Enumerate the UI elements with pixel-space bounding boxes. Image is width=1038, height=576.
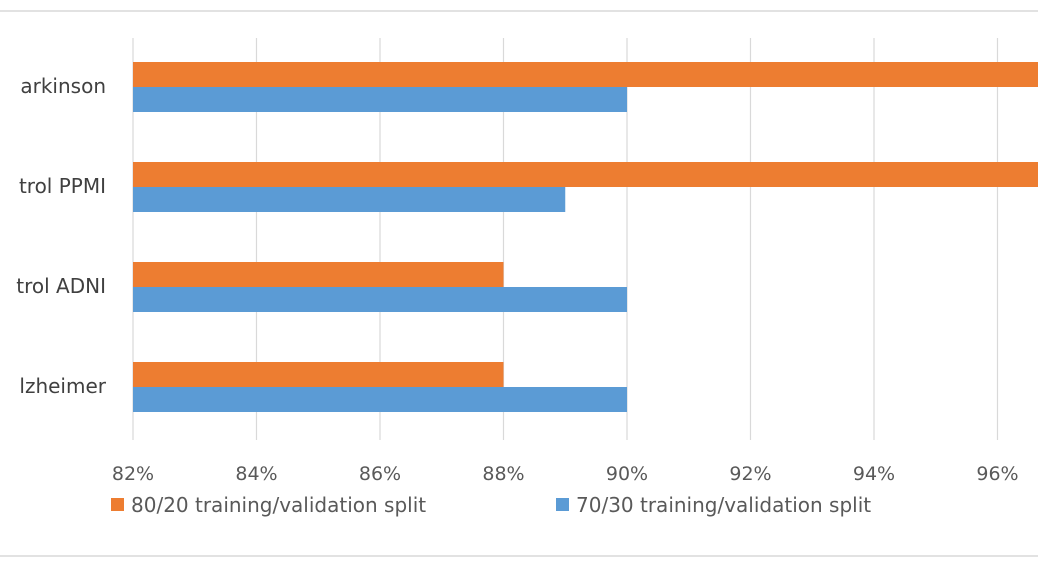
category-label: trol ADNI bbox=[16, 274, 106, 298]
category-label: lzheimer bbox=[19, 374, 106, 398]
category-labels: arkinson trol PPMI trol ADNI lzheimer bbox=[16, 74, 106, 398]
x-tick-label: 84% bbox=[235, 463, 277, 485]
bar-series2 bbox=[133, 187, 566, 212]
x-tick-label: 94% bbox=[853, 463, 895, 485]
legend-swatch bbox=[556, 498, 569, 511]
bar-series1 bbox=[133, 362, 504, 387]
bar-series1 bbox=[133, 62, 1038, 87]
legend: 80/20 training/validation split 70/30 tra… bbox=[111, 493, 871, 517]
x-tick-label: 90% bbox=[606, 463, 648, 485]
x-tick-label: 88% bbox=[482, 463, 524, 485]
x-tick-labels: 82% 84% 86% 88% 90% 92% 94% 96% bbox=[112, 463, 1019, 485]
legend-label: 70/30 training/validation split bbox=[576, 493, 871, 517]
category-label: trol PPMI bbox=[19, 174, 106, 198]
category-label: arkinson bbox=[20, 74, 106, 98]
bars-group bbox=[133, 62, 1038, 412]
bar-series1 bbox=[133, 162, 1038, 187]
bar-series2 bbox=[133, 287, 627, 312]
legend-label: 80/20 training/validation split bbox=[131, 493, 426, 517]
x-tick-label: 86% bbox=[359, 463, 401, 485]
legend-swatch bbox=[111, 498, 124, 511]
bar-series1 bbox=[133, 262, 504, 287]
x-tick-label: 96% bbox=[976, 463, 1018, 485]
bar-series2 bbox=[133, 87, 627, 112]
bar-series2 bbox=[133, 387, 627, 412]
x-tick-label: 82% bbox=[112, 463, 154, 485]
x-tick-label: 92% bbox=[729, 463, 771, 485]
